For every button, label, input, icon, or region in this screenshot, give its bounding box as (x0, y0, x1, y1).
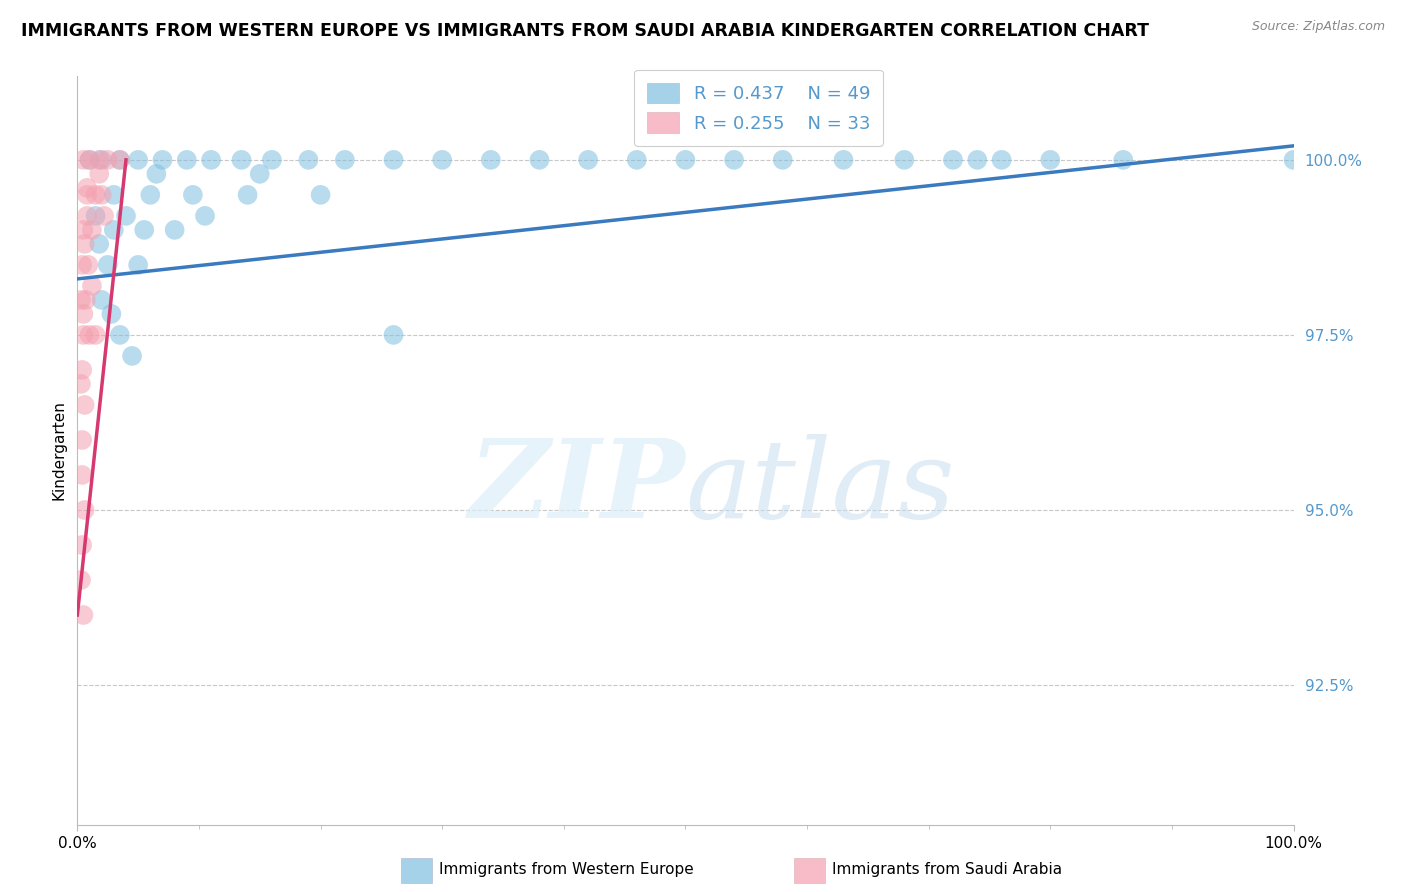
Point (70, 573, 93, 587)
Point (84, 209, 107, 223)
Point (1282, 153, 1305, 167)
Point (333, 153, 356, 167)
Point (90, 153, 112, 167)
Point (84, 187, 107, 202)
Point (382, 327, 405, 342)
Point (76, 187, 98, 202)
Point (97, 153, 120, 167)
Point (70, 363, 93, 377)
Point (103, 187, 125, 202)
Point (89, 236, 111, 251)
Point (77, 258, 100, 272)
Point (145, 167, 167, 181)
Point (73, 398, 96, 412)
Point (76, 181, 98, 195)
Point (260, 153, 283, 167)
Text: Immigrants from Saudi Arabia: Immigrants from Saudi Arabia (832, 863, 1063, 877)
Point (134, 223, 156, 237)
Text: atlas: atlas (686, 434, 955, 541)
Point (73, 503, 96, 517)
Point (139, 187, 162, 202)
Point (79, 153, 101, 167)
Point (127, 258, 149, 272)
Point (194, 209, 217, 223)
Point (73, 236, 96, 251)
Point (893, 153, 915, 167)
Point (249, 167, 271, 181)
Text: Immigrants from Western Europe: Immigrants from Western Europe (439, 863, 693, 877)
Point (675, 153, 697, 167)
Point (152, 153, 174, 167)
Point (108, 153, 131, 167)
Point (231, 153, 253, 167)
Point (529, 153, 551, 167)
Point (97, 258, 120, 272)
Y-axis label: Kindergarten: Kindergarten (51, 401, 66, 500)
Point (80, 223, 103, 237)
Point (70, 433, 93, 447)
Point (626, 153, 648, 167)
Point (382, 153, 405, 167)
Point (163, 223, 186, 237)
Point (79, 153, 101, 167)
Point (72, 607, 94, 622)
Point (70, 293, 93, 307)
Point (966, 153, 988, 167)
Point (72, 153, 94, 167)
Point (103, 223, 125, 237)
Point (309, 187, 332, 202)
Point (1039, 153, 1062, 167)
Point (90, 293, 112, 307)
Legend: R = 0.437    N = 49, R = 0.255    N = 33: R = 0.437 N = 49, R = 0.255 N = 33 (634, 70, 883, 146)
Point (236, 187, 259, 202)
Point (942, 153, 965, 167)
Point (75, 293, 97, 307)
Point (70, 376, 93, 391)
Point (100, 307, 122, 321)
Point (832, 153, 855, 167)
Point (121, 349, 143, 363)
Point (990, 153, 1012, 167)
Point (176, 153, 198, 167)
Point (89, 153, 111, 167)
Point (89, 167, 111, 181)
Point (72, 223, 94, 237)
Point (108, 327, 131, 342)
Point (1112, 153, 1135, 167)
Point (90, 187, 112, 202)
Point (70, 538, 93, 552)
Point (84, 327, 107, 342)
Point (479, 153, 502, 167)
Point (80, 279, 103, 293)
Point (723, 153, 745, 167)
Point (127, 153, 149, 167)
Point (108, 153, 131, 167)
Point (93, 209, 115, 223)
Point (772, 153, 794, 167)
Point (70, 467, 93, 482)
Text: Source: ZipAtlas.com: Source: ZipAtlas.com (1251, 20, 1385, 33)
Point (576, 153, 599, 167)
Text: ZIP: ZIP (468, 434, 686, 541)
Point (115, 209, 138, 223)
Text: IMMIGRANTS FROM WESTERN EUROPE VS IMMIGRANTS FROM SAUDI ARABIA KINDERGARTEN CORR: IMMIGRANTS FROM WESTERN EUROPE VS IMMIGR… (21, 22, 1149, 40)
Point (76, 209, 98, 223)
Point (72, 327, 94, 342)
Point (200, 153, 222, 167)
Point (430, 153, 453, 167)
Point (70, 258, 93, 272)
Point (181, 187, 204, 202)
Point (72, 307, 94, 321)
Point (297, 153, 319, 167)
Point (79, 327, 101, 342)
